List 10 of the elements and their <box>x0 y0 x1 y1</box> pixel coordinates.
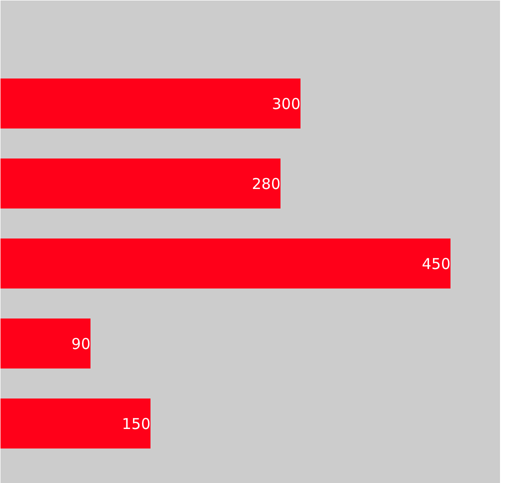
bar <box>0 78 300 128</box>
data-label: 150 <box>122 415 151 433</box>
data-label: 300 <box>272 95 301 113</box>
data-label: 90 <box>71 335 91 353</box>
data-label: 450 <box>422 255 451 273</box>
bar <box>0 398 150 448</box>
data-label: 280 <box>252 175 281 193</box>
bar <box>0 318 90 368</box>
bar <box>0 158 280 208</box>
bar <box>0 238 450 288</box>
